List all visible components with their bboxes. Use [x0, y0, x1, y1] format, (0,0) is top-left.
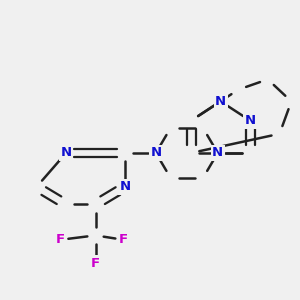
Text: N: N — [212, 146, 223, 159]
Text: N: N — [119, 180, 130, 193]
Text: N: N — [244, 114, 256, 127]
Text: F: F — [91, 257, 100, 270]
Text: F: F — [56, 233, 65, 246]
Text: F: F — [119, 233, 128, 246]
Text: N: N — [150, 146, 161, 159]
Text: N: N — [61, 146, 72, 159]
Text: N: N — [215, 95, 226, 108]
